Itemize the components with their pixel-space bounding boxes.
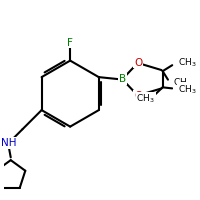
Text: F: F: [67, 38, 73, 48]
Text: CH$_3$: CH$_3$: [178, 56, 197, 69]
Text: O: O: [134, 58, 142, 68]
Text: O: O: [134, 91, 142, 101]
Text: CH$_3$: CH$_3$: [136, 93, 155, 105]
Text: B: B: [119, 74, 126, 84]
Text: NH: NH: [1, 138, 16, 148]
Text: CH$_3$: CH$_3$: [173, 77, 192, 89]
Text: CH$_3$: CH$_3$: [178, 83, 197, 96]
